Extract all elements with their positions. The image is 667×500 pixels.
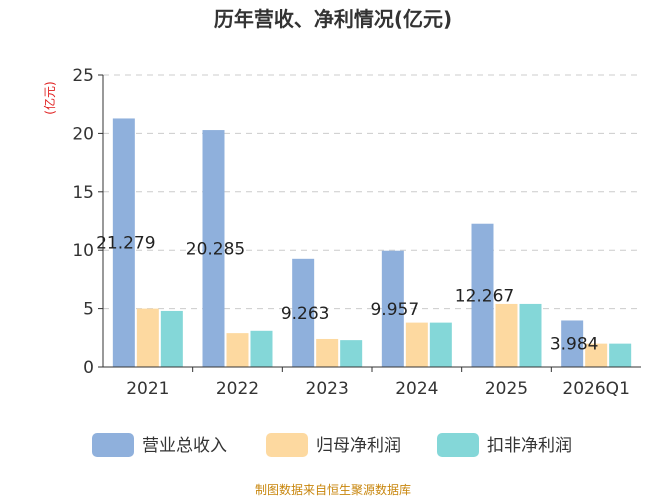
bar-net-profit <box>226 333 249 367</box>
source-note: 制图数据来自恒生聚源数据库 <box>255 482 411 497</box>
x-tick-label: 2023 <box>306 379 349 399</box>
legend-label: 营业总收入 <box>142 436 227 456</box>
bar-deducted-profit <box>519 303 542 367</box>
y-tick-label: 10 <box>72 241 94 261</box>
bar-net-profit <box>585 343 608 367</box>
y-tick-label: 5 <box>83 300 94 320</box>
x-tick-label: 2021 <box>126 379 169 399</box>
y-axis-unit-label: (亿元) <box>42 81 57 114</box>
grid-lines <box>103 74 641 310</box>
x-tick-label: 2025 <box>485 379 528 399</box>
bar-net-profit <box>495 303 518 367</box>
bar-net-profit <box>405 322 428 367</box>
bar-revenue <box>561 320 584 367</box>
bar-deducted-profit <box>609 343 632 367</box>
data-labels: 21.279 20.285 9.263 9.957 12.267 3.984 <box>96 234 598 355</box>
data-label: 9.957 <box>370 300 419 320</box>
data-label: 3.984 <box>550 335 599 355</box>
data-label: 21.279 <box>96 234 155 254</box>
bar-net-profit <box>316 338 339 367</box>
bar-revenue <box>202 130 225 367</box>
data-label: 20.285 <box>186 240 245 260</box>
y-tick-label: 20 <box>72 124 94 144</box>
legend-label: 扣非净利润 <box>487 436 572 456</box>
bar-deducted-profit <box>340 340 363 367</box>
data-label: 9.263 <box>281 304 330 324</box>
legend-swatch <box>92 433 134 457</box>
bar-net-profit <box>136 308 159 367</box>
bar-revenue <box>112 118 135 368</box>
bar-revenue <box>292 258 315 367</box>
chart-title: 历年营收、净利情况(亿元) <box>214 7 452 31</box>
x-tick-label: 2022 <box>216 379 259 399</box>
y-tick-label: 15 <box>72 183 94 203</box>
legend-swatch <box>266 433 308 457</box>
x-tick-label: 2026Q1 <box>562 379 629 399</box>
legend: 营业总收入 归母净利润 扣非净利润 <box>92 433 572 457</box>
y-tick-label: 25 <box>72 66 94 86</box>
legend-label: 归母净利润 <box>316 436 401 456</box>
bar-deducted-profit <box>429 322 452 367</box>
bar-deducted-profit <box>160 310 183 367</box>
bar-revenue <box>381 250 404 367</box>
legend-swatch <box>437 433 479 457</box>
data-label: 12.267 <box>455 286 514 306</box>
y-tick-label: 0 <box>83 358 94 378</box>
x-tick-label: 2024 <box>395 379 438 399</box>
bar-deducted-profit <box>250 330 273 367</box>
bar-revenue <box>471 223 494 367</box>
bars <box>112 118 632 368</box>
